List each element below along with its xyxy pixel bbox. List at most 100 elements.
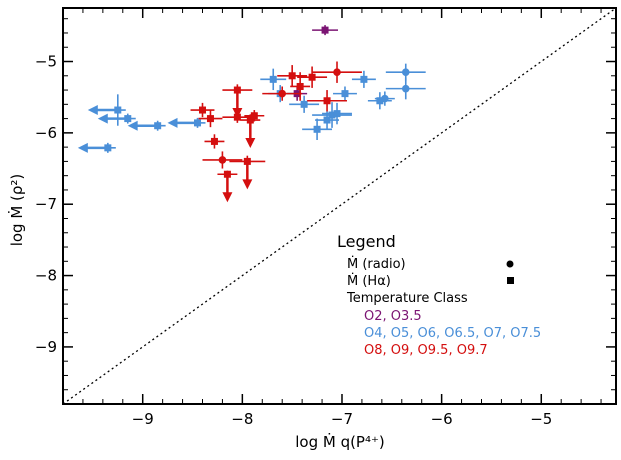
y-axis-ticks: −9 −8 −7 −6 −5 <box>35 18 616 405</box>
data-point <box>87 94 126 126</box>
halpha-marker <box>296 82 304 90</box>
y-tick-label: −5 <box>35 53 57 71</box>
legend-item-radio: Ṁ (radio) <box>347 256 406 272</box>
data-point <box>374 91 395 106</box>
upper-limit-arrow-head <box>167 117 178 128</box>
data-point <box>312 61 362 83</box>
halpha-marker <box>246 116 254 124</box>
halpha-marker <box>300 100 308 108</box>
plot-area-border <box>62 7 617 405</box>
y-axis-label: log Ṁ (ρ²) <box>7 174 26 247</box>
radio-marker <box>218 156 227 164</box>
x-tick-label: −6 <box>431 410 453 428</box>
data-point <box>307 90 347 112</box>
data-point <box>367 92 392 110</box>
upper-limit-arrow-head <box>97 113 108 124</box>
halpha-marker <box>210 137 218 145</box>
series-group <box>287 25 339 101</box>
radio-marker <box>278 89 287 98</box>
halpha-marker <box>328 111 336 119</box>
halpha-marker <box>223 170 231 178</box>
halpha-marker <box>288 72 296 80</box>
halpha-marker <box>323 97 331 105</box>
data-point <box>333 86 357 101</box>
x-tick-label: −7 <box>331 410 353 428</box>
halpha-marker <box>313 125 321 133</box>
upper-limit-arrow-head <box>242 179 253 190</box>
data-point <box>77 142 116 153</box>
legend-halpha-marker <box>507 277 514 284</box>
data-point <box>97 113 136 124</box>
halpha-marker <box>104 144 112 152</box>
halpha-marker <box>198 106 206 114</box>
data-point <box>240 114 261 149</box>
y-tick-label: −6 <box>35 124 57 142</box>
data-point <box>351 70 376 88</box>
x-axis-ticks: −9 −8 −7 −6 −5 <box>62 8 602 428</box>
y-tick-label: −8 <box>35 267 57 285</box>
data-point <box>127 120 166 131</box>
legend-item-halpha: Ṁ (Hα) <box>347 273 391 289</box>
halpha-marker <box>308 73 316 81</box>
data-point <box>217 170 238 203</box>
radio-marker <box>401 84 410 93</box>
x-tick-label: −9 <box>132 410 154 428</box>
halpha-marker <box>233 86 241 94</box>
halpha-marker <box>376 97 384 105</box>
halpha-marker <box>243 157 251 165</box>
halpha-marker <box>124 115 132 123</box>
halpha-marker <box>360 75 368 83</box>
data-point <box>297 66 328 88</box>
upper-limit-arrow-head <box>77 142 88 153</box>
legend-class-purple: O2, O3.5 <box>364 309 422 324</box>
halpha-marker <box>114 106 122 114</box>
upper-limit-arrow-head <box>222 192 233 203</box>
data-point <box>322 102 352 125</box>
halpha-marker <box>269 75 277 83</box>
legend-title: Legend <box>337 232 396 251</box>
halpha-marker <box>341 90 349 98</box>
data-point <box>277 65 308 87</box>
data-point <box>260 68 287 91</box>
y-tick-label: −9 <box>35 338 57 356</box>
data-point <box>302 118 333 140</box>
radio-marker <box>333 68 341 77</box>
data-point <box>262 86 303 101</box>
data-point <box>312 102 352 128</box>
legend-class-red: O8, O9, O9.5, O9.7 <box>364 343 488 358</box>
legend-class-blue: O4, O5, O6, O6.5, O7, O7.5 <box>364 326 541 341</box>
legend-temperature-heading: Temperature Class <box>346 291 468 306</box>
series-group <box>190 61 362 203</box>
data-point <box>385 77 426 100</box>
data-point <box>312 25 339 36</box>
halpha-marker <box>233 113 241 121</box>
upper-limit-arrow-head <box>87 105 98 116</box>
data-point <box>204 134 225 149</box>
halpha-marker <box>250 112 258 120</box>
reference-line <box>62 7 617 405</box>
halpha-marker <box>333 110 341 118</box>
legend-radio-marker <box>506 260 514 268</box>
x-tick-label: −8 <box>231 410 253 428</box>
data-point <box>222 84 253 119</box>
upper-limit-arrow-head <box>127 120 138 131</box>
one-to-one-dotted-line <box>62 7 617 405</box>
x-tick-label: −5 <box>530 410 552 428</box>
data-point <box>198 110 223 128</box>
data-point <box>229 155 266 190</box>
data-point <box>289 95 320 113</box>
data-point <box>202 151 243 169</box>
halpha-marker <box>154 122 162 130</box>
data-point <box>244 110 265 122</box>
halpha-marker <box>321 26 329 34</box>
y-tick-label: −7 <box>35 195 57 213</box>
data-points <box>77 25 426 203</box>
radio-marker <box>401 68 410 77</box>
legend: Legend Ṁ (radio) Ṁ (Hα) Temperature Clas… <box>337 232 541 358</box>
data-point <box>167 117 206 128</box>
halpha-marker <box>194 119 202 127</box>
radio-marker <box>381 94 389 103</box>
upper-limit-arrow-head <box>245 138 256 149</box>
x-axis-label: log Ṁ q(P⁴⁺) <box>295 432 385 451</box>
